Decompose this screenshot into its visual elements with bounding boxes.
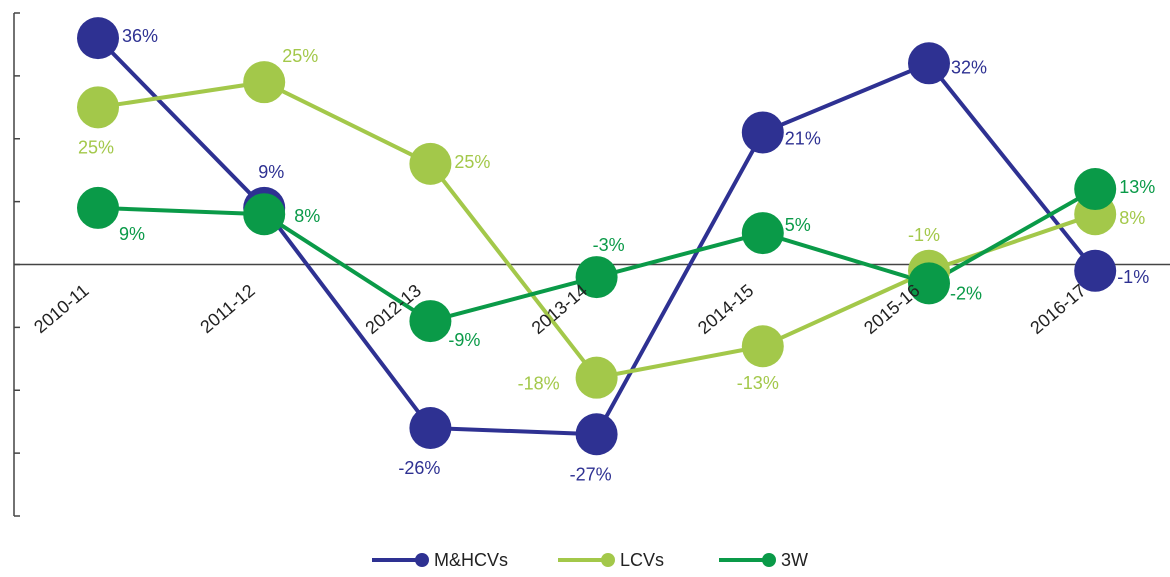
data-point <box>409 142 452 185</box>
data-label: 25% <box>454 152 490 172</box>
data-point <box>575 356 618 399</box>
legend-label: 3W <box>781 550 808 570</box>
legend-swatch-dot <box>601 553 615 567</box>
data-label: 9% <box>258 162 284 182</box>
legend-item: M&HCVs <box>372 550 508 570</box>
data-label: -13% <box>737 373 779 393</box>
data-point <box>1074 249 1117 292</box>
data-label: -18% <box>518 374 560 394</box>
x-tick-label: 2014-15 <box>694 280 757 338</box>
data-label: 25% <box>282 46 318 66</box>
data-point <box>908 42 950 85</box>
data-label: -2% <box>950 283 982 303</box>
data-point <box>1074 168 1117 211</box>
data-point <box>77 86 119 129</box>
data-point <box>77 186 119 229</box>
data-label: 8% <box>1119 208 1145 228</box>
data-label: -27% <box>570 464 612 484</box>
data-point <box>575 413 618 456</box>
data-label: -9% <box>448 330 480 350</box>
legend-label: LCVs <box>620 550 664 570</box>
data-label: 8% <box>294 206 320 226</box>
data-label: 32% <box>951 57 987 77</box>
data-point <box>575 256 618 299</box>
data-point <box>77 17 119 60</box>
series-points <box>77 17 1117 456</box>
legend-swatch-dot <box>762 553 776 567</box>
series-line-lcvs <box>97 80 1096 380</box>
data-label: -1% <box>908 225 940 245</box>
legend: M&HCVs LCVs 3W <box>372 550 808 570</box>
data-label: 9% <box>119 224 145 244</box>
data-label: 13% <box>1119 177 1155 197</box>
legend-item: 3W <box>719 550 808 570</box>
data-point <box>409 300 452 343</box>
legend-item: LCVs <box>558 550 664 570</box>
data-label: 36% <box>122 26 158 46</box>
data-label: 21% <box>785 128 821 148</box>
legend-label: M&HCVs <box>434 550 508 570</box>
data-point <box>243 193 286 236</box>
data-labels: 36% 9% -26% -27% 21% 32% -1% 25% 25% 25% -18% -13% -… <box>78 26 1155 484</box>
data-label: -3% <box>593 235 625 255</box>
data-label: -1% <box>1117 267 1149 287</box>
x-tick-label: 2011-12 <box>196 280 258 337</box>
data-point <box>741 325 784 368</box>
x-tick-label: 2016-17 <box>1026 280 1089 338</box>
data-label: 5% <box>785 215 811 235</box>
x-tick-label: 2010-11 <box>30 280 92 337</box>
data-point <box>741 111 784 154</box>
data-label: -26% <box>398 458 440 478</box>
data-point <box>741 212 784 255</box>
data-point <box>409 406 452 449</box>
data-point <box>908 262 950 305</box>
legend-swatch-dot <box>415 553 429 567</box>
data-point <box>243 61 286 104</box>
data-label: 25% <box>78 137 114 157</box>
